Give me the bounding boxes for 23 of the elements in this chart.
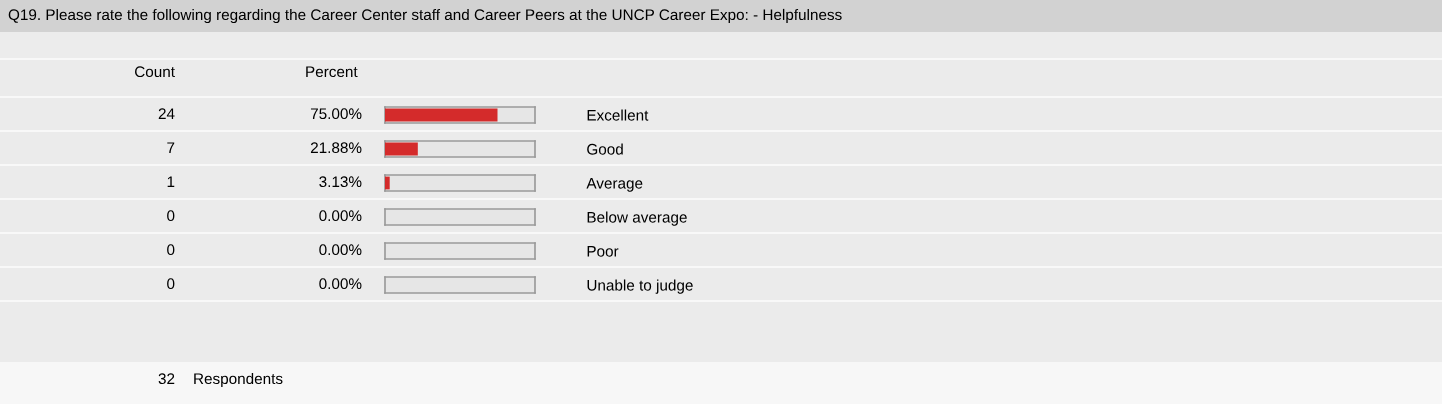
- text: 1: [167, 176, 175, 187]
- data-label: 0.00%: [319, 278, 362, 290]
- y-tick-label: Below average: [587, 211, 687, 226]
- text: 32: [158, 373, 175, 385]
- data-label: 3.13%: [319, 176, 362, 188]
- y-tick-label: Excellent: [587, 109, 649, 121]
- y-tick-label: Average: [586, 178, 643, 192]
- chart-title: Q19. Please rate the following regarding the Career Center staff and Career Peers at the UNCP Career Expo: - Helpfulness: [8, 8, 842, 24]
- data-label: 21.88%: [310, 142, 362, 154]
- text: 0: [167, 210, 175, 222]
- y-tick-label: Good: [587, 143, 623, 155]
- data-label: 75.00%: [310, 108, 362, 120]
- data-label: 0.00%: [319, 210, 362, 222]
- text: Respondents: [194, 372, 283, 388]
- text: Percent: [306, 66, 358, 78]
- text: 24: [158, 108, 175, 119]
- text: 0: [167, 244, 175, 256]
- text: 0: [167, 278, 175, 290]
- y-tick-label: Poor: [587, 246, 619, 257]
- text: 7: [167, 142, 175, 153]
- y-tick-label: Unable to judge: [587, 279, 693, 294]
- data-label: 0.00%: [319, 244, 362, 256]
- text: Count: [135, 66, 175, 78]
